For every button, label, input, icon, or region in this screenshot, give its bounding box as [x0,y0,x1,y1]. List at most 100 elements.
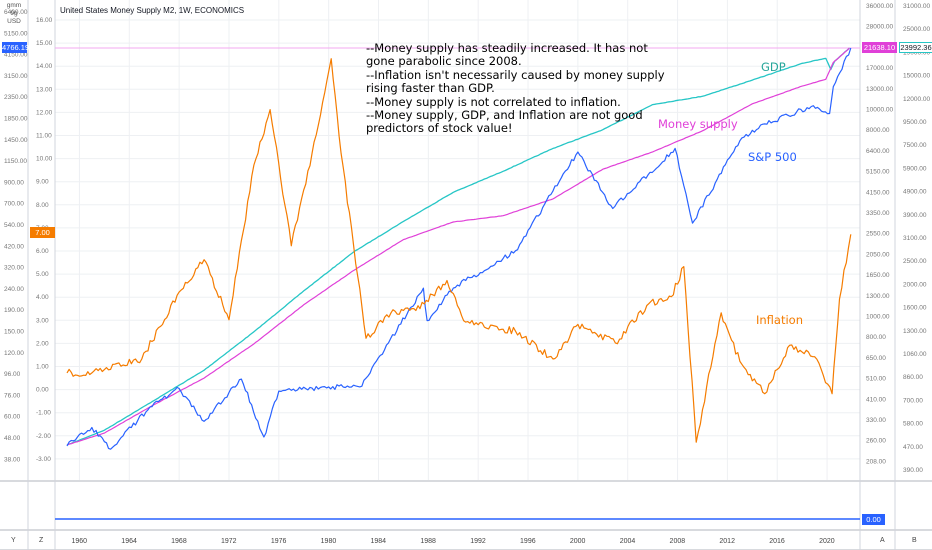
x-axis-tick-label: 1992 [470,538,486,545]
money-supply-value-badge: 21638.10 [862,42,897,53]
left-axis-tick-label: 5150.00 [4,30,28,37]
x-axis-tick-label: 2012 [719,538,735,545]
right-axis-tick-label: 28000.00 [866,24,893,31]
gdp-axis-tick-label: 2000.00 [903,281,927,288]
percent-axis-tick-label: 6.00 [36,248,49,255]
right-axis-tick-label: 8000.00 [866,127,890,134]
x-axis-tick-label: 2016 [769,538,785,545]
gdp-axis-tick-label: 12000.00 [903,96,930,103]
x-axis-tick-label: 2004 [620,538,636,545]
money-supply-label: Money supply [658,117,738,131]
left-axis-tick-label: 150.00 [4,329,24,336]
left-axis-tick-label: 76.00 [4,392,21,399]
x-axis-tick-label: 2000 [570,538,586,545]
annotation-line: gone parabolic since 2008. [366,54,522,69]
percent-axis-tick-label: 1.00 [36,364,49,371]
money-supply-series-line [66,47,850,446]
currency-label: gmm 9g USD [6,2,22,25]
right-axis-tick-label: 2050.00 [866,251,890,258]
annotation-text: --Money supply has steadily increased. I… [366,41,665,136]
left-axis-tick-label: 540.00 [4,222,24,229]
percent-axis-tick-label: 13.00 [36,86,53,93]
left-axis-tick-label: 1150.00 [4,158,27,165]
sp500-label: S&P 500 [748,150,797,164]
annotation-line: rising faster than GDP. [366,81,495,96]
right-axis-tick-label: 510.00 [866,376,886,383]
gdp-value-badge: 23992.36 [899,42,932,53]
annotation-line: --Money supply, GDP, and Inflation are n… [366,108,643,123]
x-axis-tick-label: 1972 [221,538,237,545]
gdp-axis-tick-label: 1060.00 [903,351,927,358]
left-axis-tick-label: 1850.00 [4,116,28,123]
right-axis-tick-label: 17000.00 [866,65,893,72]
gdp-axis-tick-label: 860.00 [903,374,923,381]
x-axis-tick-label: 1968 [171,538,187,545]
percent-axis-tick-label: 0.00 [36,387,49,394]
gdp-axis-tick-label: 9500.00 [903,119,927,126]
annotation-line: --Inflation isn't necessarily caused by … [366,67,665,82]
lower-pane-value-badge: 0.00 [862,514,885,525]
x-axis-tick-label: 1976 [271,538,287,545]
right-axis-tick-label: 208.00 [866,458,886,465]
right-axis-tick-label: 6400.00 [866,148,890,155]
right-axis-tick-label: 10000.00 [866,107,893,114]
gdp-axis-tick-label: 3100.00 [903,235,927,242]
right-axis-tick-label: 330.00 [866,417,886,424]
x-axis-tick-label: 1964 [121,538,137,545]
gdp-axis-tick-label: 15000.00 [903,73,930,80]
left-axis-tick-label: 240.00 [4,286,24,293]
percent-axis-tick-label: 5.00 [36,271,49,278]
right-axis-tick-label: 800.00 [866,334,886,341]
right-axis-tick-label: 36000.00 [866,3,893,10]
annotation-line: --Money supply has steadily increased. I… [366,41,648,55]
left-axis-tick-label: 38.00 [4,456,21,463]
right-axis-tick-label: 3350.00 [866,210,890,217]
z-axis-button[interactable]: Z [39,537,44,544]
left-axis-tick-label: 3150.00 [4,73,28,80]
gdp-axis-tick-label: 25000.00 [903,26,930,33]
percent-axis-tick-label: 14.00 [36,63,53,70]
right-axis-tick-label: 13000.00 [866,86,893,93]
sp500-price-badge: 4766.19 [2,42,30,53]
x-axis-tick-label: 2008 [670,538,686,545]
gdp-axis-tick-label: 31000.00 [903,3,930,10]
right-axis-tick-label: 5150.00 [866,169,890,176]
x-axis-tick-label: 2020 [819,538,835,545]
gdp-axis-tick-label: 580.00 [903,421,923,428]
percent-axis-tick-label: -2.00 [36,433,51,440]
left-axis-tick-label: 700.00 [4,201,24,208]
sp500-series-line [66,47,852,450]
percent-axis-tick-label: -3.00 [36,456,51,463]
percent-axis-tick-label: 11.00 [36,133,52,140]
y-axis-button[interactable]: Y [11,537,16,544]
auto-scale-button[interactable]: A [880,537,885,544]
left-axis-tick-label: 120.00 [4,350,24,357]
right-axis-tick-label: 1000.00 [866,314,890,321]
right-axis-tick-label: 410.00 [866,396,886,403]
left-axis-tick-label: 420.00 [4,243,24,250]
gdp-axis-tick-label: 1600.00 [903,305,927,312]
percent-axis-tick-label: 12.00 [36,109,53,116]
left-axis-tick-label: 4150.00 [4,52,28,59]
gdp-axis-tick-label: 4900.00 [903,189,927,196]
x-axis-tick-label: 1980 [321,538,337,545]
percent-axis-tick-label: 8.00 [36,202,49,209]
gdp-axis-tick-label: 390.00 [903,467,923,474]
left-axis-tick-label: 320.00 [4,265,24,272]
percent-axis-tick-label: 9.00 [36,179,49,186]
annotation-line: --Money supply is not correlated to infl… [366,94,621,109]
left-axis-tick-label: 6400.00 [4,9,28,16]
gdp-axis-tick-label: 7500.00 [903,142,927,149]
left-axis-tick-label: 96.00 [4,371,21,378]
b-button[interactable]: B [912,537,917,544]
x-axis-tick-label: 1960 [71,538,87,545]
inflation-label: Inflation [756,313,803,327]
left-axis-tick-label: 2350.00 [4,94,28,101]
left-axis-tick-label: 190.00 [4,307,24,314]
percent-axis-tick-label: 3.00 [36,317,49,324]
right-axis-tick-label: 1650.00 [866,272,890,279]
x-axis-tick-label: 1996 [520,538,536,545]
inflation-value-badge: 7.00 [30,227,55,238]
